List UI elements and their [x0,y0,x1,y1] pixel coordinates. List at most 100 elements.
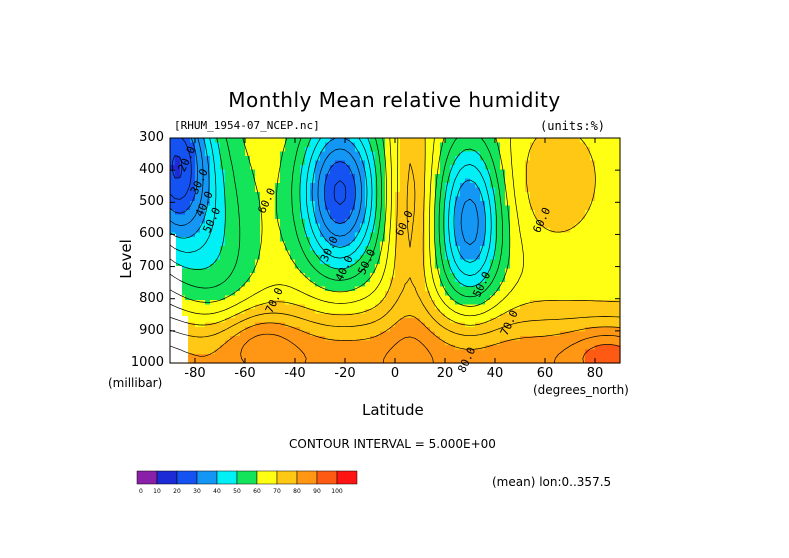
heatmap-cell [230,246,236,252]
heatmap-cell [310,331,316,337]
heatmap-cell [395,223,401,229]
heatmap-cell [485,345,491,351]
heatmap-cell [365,309,371,315]
heatmap-cell [420,358,426,364]
heatmap-cell [195,277,201,283]
heatmap-cell [185,304,191,310]
heatmap-cell [300,331,306,337]
heatmap-cell [195,295,201,301]
heatmap-cell [485,219,491,225]
heatmap-cell [265,138,271,144]
heatmap-cell [465,187,471,193]
heatmap-cell [460,340,466,346]
heatmap-cell [225,241,231,247]
heatmap-cell [190,264,196,270]
heatmap-cell [325,282,331,288]
heatmap-cell [330,282,336,288]
heatmap-cell [260,313,266,319]
heatmap-cell [605,210,611,216]
heatmap-cell [215,156,221,162]
heatmap-cell [495,228,501,234]
heatmap-cell [305,160,311,166]
heatmap-cell [450,187,456,193]
heatmap-cell [400,210,406,216]
heatmap-cell [275,156,281,162]
heatmap-cell [545,246,551,252]
heatmap-cell [275,318,281,324]
heatmap-cell [480,304,486,310]
heatmap-cell [570,286,576,292]
heatmap-cell [475,138,481,144]
heatmap-cell [565,340,571,346]
heatmap-cell [595,318,601,324]
heatmap-cell [225,349,231,355]
heatmap-cell [240,259,246,265]
heatmap-cell [360,250,366,256]
heatmap-cell [415,327,421,333]
heatmap-cell [210,313,216,319]
heatmap-cell [455,313,461,319]
heatmap-cell [350,277,356,283]
heatmap-cell [520,223,526,229]
heatmap-cell [385,183,391,189]
heatmap-cell [610,340,616,346]
heatmap-cell [575,165,581,171]
heatmap-cell [475,219,481,225]
heatmap-cell [430,196,436,202]
heatmap-cell [570,183,576,189]
heatmap-cell [340,165,346,171]
heatmap-cell [545,286,551,292]
heatmap-cell [570,223,576,229]
heatmap-cell [465,151,471,157]
heatmap-cell [525,349,531,355]
heatmap-cell [445,147,451,153]
heatmap-cell [400,223,406,229]
heatmap-cell [280,340,286,346]
heatmap-cell [535,313,541,319]
heatmap-cell [530,196,536,202]
heatmap-cell [330,151,336,157]
heatmap-cell [320,183,326,189]
heatmap-cell [360,264,366,270]
heatmap-cell [290,160,296,166]
heatmap-cell [605,178,611,184]
heatmap-cell [440,318,446,324]
heatmap-cell [485,259,491,265]
heatmap-cell [365,151,371,157]
heatmap-cell [290,259,296,265]
heatmap-cell [420,300,426,306]
heatmap-cell [450,255,456,261]
heatmap-cell [330,286,336,292]
heatmap-cell [440,223,446,229]
heatmap-cell [455,169,461,175]
heatmap-cell [580,246,586,252]
heatmap-cell [185,237,191,243]
heatmap-cell [265,205,271,211]
heatmap-cell [500,183,506,189]
heatmap-cell [335,322,341,328]
heatmap-cell [525,205,531,211]
heatmap-cell [235,304,241,310]
heatmap-cell [475,192,481,198]
heatmap-cell [515,201,521,207]
heatmap-cell [450,196,456,202]
heatmap-cell [540,277,546,283]
heatmap-cell [280,313,286,319]
heatmap-cell [375,196,381,202]
heatmap-cell [390,268,396,274]
heatmap-cell [510,196,516,202]
heatmap-cell [280,282,286,288]
heatmap-cell [605,295,611,301]
heatmap-cell [175,169,181,175]
heatmap-cell [590,336,596,342]
heatmap-cell [495,187,501,193]
heatmap-cell [240,187,246,193]
heatmap-cell [260,201,266,207]
heatmap-cell [225,147,231,153]
heatmap-cell [200,340,206,346]
heatmap-cell [240,295,246,301]
heatmap-cell [370,219,376,225]
heatmap-cell [390,241,396,247]
heatmap-cell [205,246,211,252]
heatmap-cell [355,273,361,279]
